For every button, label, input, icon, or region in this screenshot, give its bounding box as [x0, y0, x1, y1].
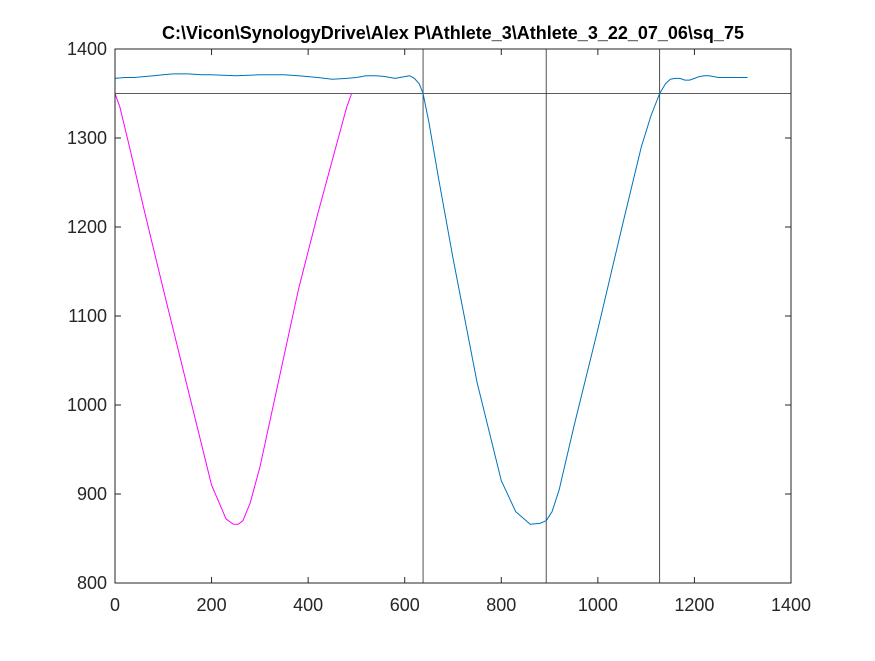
y-axis: 800 900 1000 1100 1200 1300 1400 [67, 39, 791, 593]
y-tick-label: 1200 [67, 217, 107, 237]
series-line-2 [114, 93, 353, 525]
y-tick-label: 1000 [67, 395, 107, 415]
plot-background [115, 49, 791, 583]
reference-lines [115, 49, 791, 583]
series-line-1 [114, 73, 748, 525]
y-tick-label: 1300 [67, 128, 107, 148]
x-tick-label: 200 [197, 595, 227, 615]
x-tick-label: 600 [390, 595, 420, 615]
x-tick-label: 1200 [674, 595, 714, 615]
x-tick-label: 1000 [578, 595, 618, 615]
chart-title: C:\Vicon\SynologyDrive\Alex P\Athlete_3\… [162, 23, 744, 43]
y-tick-label: 900 [77, 484, 107, 504]
series-layer [114, 73, 748, 525]
y-tick-label: 800 [77, 573, 107, 593]
y-tick-label: 1400 [67, 39, 107, 59]
x-axis: 0 200 400 600 800 1000 1200 1400 [110, 49, 811, 615]
x-tick-label: 0 [110, 595, 120, 615]
x-tick-label: 400 [293, 595, 323, 615]
x-tick-label: 800 [486, 595, 516, 615]
y-tick-label: 1100 [68, 306, 107, 326]
x-tick-label: 1400 [771, 595, 811, 615]
